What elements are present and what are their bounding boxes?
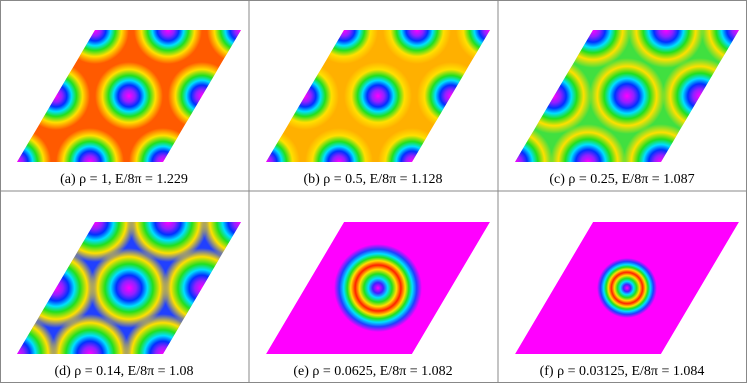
panel-image bbox=[515, 30, 739, 162]
vortex bbox=[589, 58, 665, 134]
vortex bbox=[344, 62, 412, 130]
vortex bbox=[628, 30, 704, 68]
vortex-ring bbox=[597, 258, 657, 318]
caption: (b) ρ = 0.5, E/8π = 1.128 bbox=[303, 172, 442, 187]
vortex bbox=[201, 222, 241, 262]
vortex bbox=[266, 128, 300, 162]
panel-image bbox=[515, 222, 739, 354]
vortex bbox=[162, 248, 241, 328]
panel-image bbox=[266, 222, 490, 354]
panel-image bbox=[17, 222, 241, 354]
vortex-ring bbox=[334, 244, 422, 332]
vortex bbox=[56, 128, 124, 162]
caption: (c) ρ = 0.25, E/8π = 1.087 bbox=[549, 172, 694, 187]
vortex bbox=[128, 222, 208, 262]
caption: (f) ρ = 0.03125, E/8π = 1.084 bbox=[540, 364, 705, 379]
vortex bbox=[623, 124, 699, 162]
vortex bbox=[516, 58, 592, 134]
caption: (a) ρ = 1, E/8π = 1.229 bbox=[60, 172, 188, 187]
vortex bbox=[662, 58, 738, 134]
vortex bbox=[271, 62, 339, 130]
vortex bbox=[168, 62, 236, 130]
vortex bbox=[383, 30, 451, 64]
vortex bbox=[305, 128, 373, 162]
vortex bbox=[550, 124, 626, 162]
vortex bbox=[17, 314, 57, 354]
vortex bbox=[95, 62, 163, 130]
caption: (d) ρ = 0.14, E/8π = 1.08 bbox=[54, 364, 193, 379]
vortex bbox=[17, 128, 51, 162]
panel-image bbox=[17, 30, 241, 162]
vortex bbox=[134, 30, 202, 64]
vortex bbox=[89, 248, 169, 328]
vortex bbox=[456, 30, 490, 64]
caption: (e) ρ = 0.0625, E/8π = 1.082 bbox=[293, 364, 452, 379]
vortex bbox=[515, 124, 553, 162]
vortex bbox=[417, 62, 485, 130]
vortex bbox=[50, 314, 130, 354]
vortex bbox=[701, 30, 739, 68]
vortex bbox=[207, 30, 241, 64]
vortex bbox=[22, 62, 90, 130]
panel-image bbox=[266, 30, 490, 162]
